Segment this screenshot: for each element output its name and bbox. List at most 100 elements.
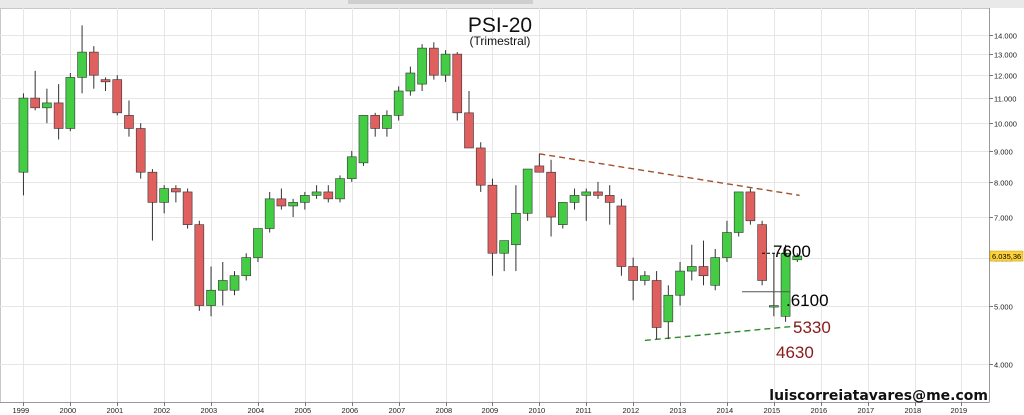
candle-body bbox=[487, 184, 498, 254]
candle-up bbox=[722, 220, 732, 263]
candle-body bbox=[675, 270, 685, 296]
x-tick-label: 2001 bbox=[107, 406, 124, 415]
candle-body bbox=[18, 97, 29, 173]
candle-down bbox=[171, 185, 181, 203]
x-tick-label: 2007 bbox=[389, 406, 406, 415]
candle-up bbox=[569, 188, 580, 210]
candle-body bbox=[534, 165, 545, 173]
candle-body bbox=[77, 51, 87, 78]
y-tick-label: 10.000 bbox=[994, 120, 1017, 129]
y-tick-label: 13.000 bbox=[994, 51, 1017, 60]
annotation-7600: 7600 bbox=[773, 242, 811, 261]
candle-up bbox=[581, 188, 592, 221]
x-tick-label: 2011 bbox=[576, 406, 592, 415]
x-tick-label: 1999 bbox=[13, 406, 30, 415]
candle-body bbox=[124, 115, 134, 129]
candle-up bbox=[346, 150, 357, 182]
candle-body bbox=[264, 198, 275, 229]
candle-down bbox=[30, 70, 40, 111]
candle-up bbox=[405, 66, 416, 96]
candle-up bbox=[311, 185, 322, 199]
candle-body bbox=[628, 266, 638, 281]
y-tick-label: 7.000 bbox=[994, 214, 1013, 223]
x-tick-label: 2013 bbox=[670, 406, 687, 415]
candle-up bbox=[557, 202, 568, 229]
candle-body bbox=[288, 202, 298, 207]
candle-down bbox=[534, 153, 545, 173]
candle-body bbox=[194, 224, 205, 306]
candle-up bbox=[335, 175, 345, 203]
candle-up bbox=[733, 191, 744, 237]
candle-body bbox=[159, 188, 169, 203]
candle-up bbox=[686, 244, 697, 281]
candle-body bbox=[89, 51, 99, 76]
candle-down bbox=[628, 257, 638, 301]
y-tick-label: 11.000 bbox=[994, 95, 1016, 104]
x-tick-label: 2002 bbox=[154, 406, 171, 415]
x-tick-label: 2008 bbox=[436, 406, 453, 415]
candle-body bbox=[698, 266, 709, 277]
candle-body bbox=[722, 232, 732, 258]
y-tick-label: 4.000 bbox=[994, 361, 1013, 370]
y-tick-label: 5.000 bbox=[994, 303, 1013, 312]
x-tick-label: 2004 bbox=[248, 406, 265, 415]
y-tick-label: 12.000 bbox=[994, 72, 1017, 81]
candle-down bbox=[464, 91, 474, 149]
candle-body bbox=[792, 255, 803, 261]
candle-up bbox=[264, 191, 275, 233]
annotation-5330: 5330 bbox=[793, 318, 831, 337]
candle-down bbox=[475, 142, 486, 192]
candle-body bbox=[182, 191, 193, 225]
candle-up bbox=[65, 73, 76, 132]
candle-up bbox=[663, 285, 674, 340]
candle-up bbox=[440, 50, 451, 82]
annotation-4630: 4630 bbox=[776, 343, 814, 362]
x-tick-label: 2003 bbox=[201, 406, 218, 415]
candle-down bbox=[182, 188, 193, 229]
candle-up bbox=[206, 266, 216, 317]
chart-subtitle: (Trimestral) bbox=[469, 34, 531, 48]
candle-down bbox=[593, 181, 603, 199]
chart-title: PSI-20 bbox=[467, 14, 533, 37]
candle-body bbox=[253, 228, 263, 258]
candle-body bbox=[663, 294, 674, 323]
candle-body bbox=[311, 191, 322, 196]
candle-down bbox=[323, 185, 334, 203]
candle-down bbox=[112, 75, 123, 116]
candle-body bbox=[464, 112, 474, 149]
candle-body bbox=[112, 79, 123, 114]
candle-up bbox=[499, 240, 509, 272]
candle-down bbox=[53, 84, 64, 140]
candle-body bbox=[511, 212, 521, 246]
candle-down bbox=[452, 52, 463, 121]
trendline-layer bbox=[539, 153, 800, 342]
candle-body bbox=[640, 275, 650, 281]
candle-body bbox=[65, 77, 76, 129]
candle-up bbox=[300, 191, 310, 210]
candle-body bbox=[604, 195, 615, 203]
candle-up bbox=[18, 93, 29, 196]
x-tick-label: 2005 bbox=[295, 406, 312, 415]
candle-body bbox=[769, 305, 779, 308]
candle-up bbox=[511, 185, 521, 272]
x-tick-label: 2015 bbox=[764, 406, 781, 415]
candle-down bbox=[604, 185, 615, 225]
candle-body bbox=[358, 115, 369, 164]
candle-body bbox=[616, 205, 627, 267]
candle-body bbox=[757, 224, 767, 281]
candle-up bbox=[77, 25, 87, 94]
grid-layer bbox=[0, 8, 990, 403]
candle-up bbox=[417, 44, 427, 92]
candle-body bbox=[171, 188, 181, 193]
top-bar bbox=[0, 0, 1024, 8]
candle-body bbox=[147, 171, 158, 203]
candle-body bbox=[710, 257, 721, 286]
candle-body bbox=[370, 115, 381, 129]
candle-layer bbox=[18, 25, 803, 340]
candle-body bbox=[429, 47, 439, 76]
candle-up bbox=[522, 168, 533, 221]
x-tick-label: 2016 bbox=[811, 406, 828, 415]
candle-up bbox=[217, 262, 228, 306]
axis-layer: 4.0005.0006.0007.0008.0009.00010.00011.0… bbox=[0, 8, 1024, 415]
trendline-support bbox=[644, 325, 800, 342]
